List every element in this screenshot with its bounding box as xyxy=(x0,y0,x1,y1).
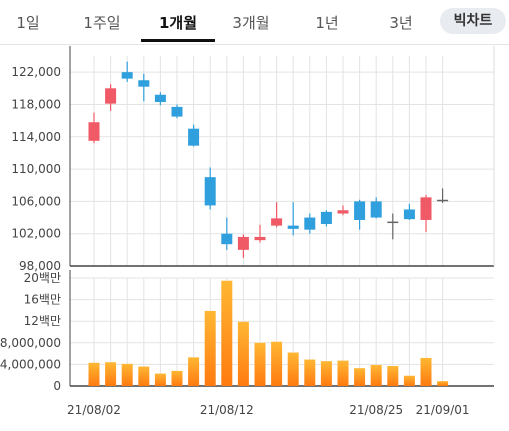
volume-bar xyxy=(88,362,100,386)
candle-body xyxy=(437,199,449,202)
volume-bar xyxy=(403,375,415,386)
volume-bar xyxy=(105,362,117,386)
volume-bar xyxy=(188,357,200,386)
price-y-tick-label: 118,000 xyxy=(11,97,61,111)
candle-body xyxy=(254,236,266,241)
candle-body xyxy=(271,218,283,226)
candle-body xyxy=(387,221,399,224)
tab-3-month[interactable]: 3개월 xyxy=(232,14,270,32)
x-tick-label: 21/08/02 xyxy=(67,403,121,417)
volume-bar xyxy=(337,360,349,386)
candle-body xyxy=(337,210,349,214)
candle-body xyxy=(304,217,316,230)
active-tab-indicator xyxy=(141,39,215,42)
candle-body xyxy=(237,236,249,250)
tab-1-day[interactable]: 1일 xyxy=(16,14,40,32)
volume-bar xyxy=(204,310,216,386)
volume-bar xyxy=(254,342,266,386)
candle-body xyxy=(188,128,200,146)
volume-bar xyxy=(420,357,432,386)
x-tick-label: 21/09/01 xyxy=(416,403,470,417)
price-y-tick-label: 102,000 xyxy=(11,227,61,241)
volume-bar xyxy=(304,359,316,386)
volume-bar xyxy=(171,370,183,386)
volume-bar xyxy=(387,366,399,386)
volume-bar xyxy=(370,364,382,386)
candle-body xyxy=(138,80,150,87)
tab-1-year[interactable]: 1년 xyxy=(315,14,339,32)
candle-body xyxy=(420,197,432,220)
candle-body xyxy=(354,201,366,220)
volume-series xyxy=(88,280,449,386)
price-y-tick-label: 106,000 xyxy=(11,194,61,208)
tab-1-week[interactable]: 1주일 xyxy=(83,14,121,32)
volume-y-tick-label: 0 xyxy=(53,379,61,393)
candle-body xyxy=(287,225,299,229)
x-axis-ticks: 21/08/02 21/08/12 21/08/25 21/09/01 xyxy=(67,403,470,417)
candle-body xyxy=(320,211,332,224)
tab-3-year[interactable]: 3년 xyxy=(389,14,413,32)
candle-body xyxy=(171,106,183,117)
price-y-tick-label: 114,000 xyxy=(11,130,61,144)
volume-y-tick-label: 8,000,000 xyxy=(0,336,61,350)
price-y-tick-label: 110,000 xyxy=(11,162,61,176)
volume-y-tick-label: 16백만 xyxy=(24,293,61,307)
x-tick-label: 21/08/12 xyxy=(200,403,254,417)
volume-bar xyxy=(221,280,233,386)
candle-body xyxy=(221,233,233,245)
candle-body xyxy=(370,201,382,218)
tab-1-month[interactable]: 1개월 xyxy=(158,14,198,32)
candle-body xyxy=(204,177,216,206)
price-y-tick-label: 98,000 xyxy=(19,259,61,273)
period-tab-bar: 1일 1주일 1개월 3개월 1년 3년 빅차트 xyxy=(0,0,509,45)
volume-bar xyxy=(437,381,449,386)
volume-bar xyxy=(237,321,249,386)
volume-bar xyxy=(138,366,150,386)
candle-body xyxy=(121,72,133,79)
volume-bar xyxy=(121,363,133,386)
price-y-tick-label: 122,000 xyxy=(11,65,61,79)
volume-y-tick-label: 4,000,000 xyxy=(0,357,61,371)
x-tick-label: 21/08/25 xyxy=(349,403,403,417)
volume-bar xyxy=(354,368,366,386)
volume-y-tick-label: 20백만 xyxy=(24,271,61,285)
volume-bar xyxy=(287,352,299,386)
candlestick-series xyxy=(88,61,449,258)
volume-y-tick-label: 12백만 xyxy=(24,314,61,328)
candle-body xyxy=(154,94,166,103)
candle-body xyxy=(88,122,100,141)
candle-body xyxy=(105,88,117,104)
volume-bar xyxy=(154,373,166,386)
y-axis-ticks: 122,000 118,000 114,000 110,000 106,000 102,0… xyxy=(0,65,61,393)
volume-bar xyxy=(320,361,332,386)
volume-bar xyxy=(271,341,283,386)
big-chart-button[interactable]: 빅차트 xyxy=(440,8,506,34)
candle-body xyxy=(403,209,415,220)
